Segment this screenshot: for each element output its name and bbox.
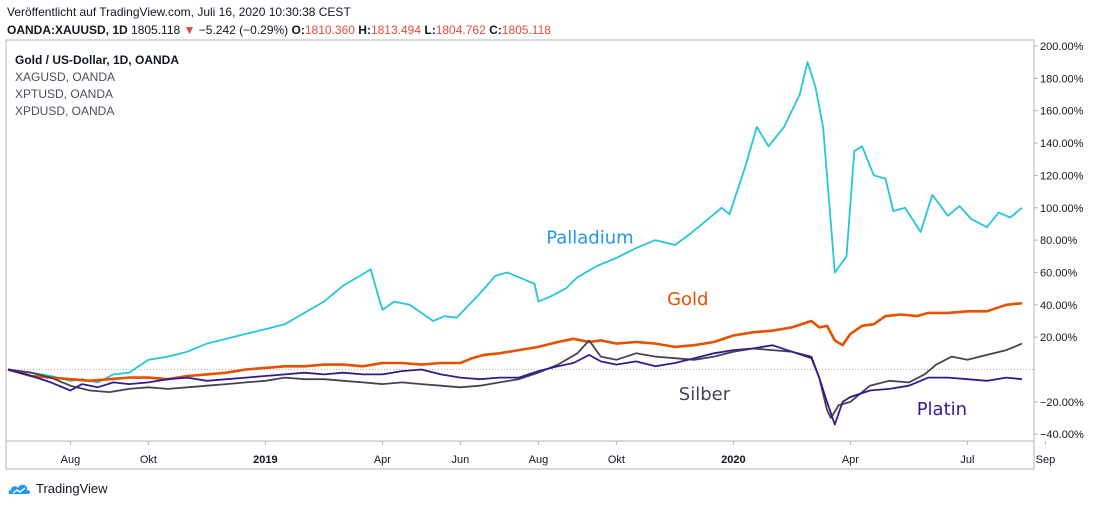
series-label-platin: Platin [917,399,967,420]
x-tick-label: Apr [374,454,391,466]
series-line-palladium [7,61,1023,384]
legend-xpdusd[interactable]: XPDUSD, OANDA [15,104,115,118]
legend-xptusd[interactable]: XPTUSD, OANDA [15,87,114,101]
plot-area: Palladium Gold Silber Platin [7,61,1023,426]
y-tick-label: −20.00% [1040,397,1084,409]
x-tick-label: Jun [452,454,470,466]
tradingview-logo-icon [8,484,31,494]
x-tick-label: Jul [960,454,974,466]
y-tick-label: 60.00% [1040,267,1078,279]
symbol-bar: OANDA:XAUUSD, 1D 1805.118 ▼ −5.242 (−0.2… [7,23,551,37]
chart-frame [5,39,1035,470]
last-price: 1805.118 [131,23,181,37]
zero-marker [1035,362,1093,377]
x-tick-label: Aug [61,454,81,466]
symbol-name: OANDA:XAUUSD, 1D [7,23,128,37]
y-tick-label: −40.00% [1040,429,1084,441]
x-tick-label: Sep [1036,454,1056,466]
brand-label: TradingView [36,481,108,496]
series-label-gold: Gold [667,289,708,310]
y-tick-label: 20.00% [1040,332,1078,344]
close-label: C: [489,23,502,37]
legend-gold[interactable]: Gold / US-Dollar, 1D, OANDA [15,53,180,67]
open-label: O: [291,23,305,37]
open-value: 1810.360 [304,23,355,37]
x-tick-label: Apr [842,454,859,466]
close-value: 1805.118 [501,23,551,37]
y-tick-label: 140.00% [1040,138,1084,150]
y-tick-label: 180.00% [1040,73,1084,85]
series-label-label_palladium: Palladium [546,227,633,248]
series-label-silver: Silber [679,384,731,405]
x-tick-label: Okt [140,454,157,466]
y-tick-label: 120.00% [1040,170,1084,182]
legend-xagusd[interactable]: XAGUSD, OANDA [15,70,116,84]
y-tick-label: 160.00% [1040,106,1084,118]
x-tick-label: Okt [608,454,625,466]
published-info: Veröffentlicht auf TradingView.com, Juli… [7,5,351,19]
x-tick-label: 2020 [721,454,745,466]
x-tick-label: Aug [529,454,549,466]
grid [5,39,1035,470]
low-value: 1804.762 [435,23,486,37]
x-tick-label: 2019 [253,454,277,466]
tradingview-brand[interactable]: TradingView [8,481,108,496]
y-tick-label: 40.00% [1040,300,1078,312]
series-line-platin [7,344,1023,426]
y-tick-label: 80.00% [1040,235,1078,247]
high-value: 1813.494 [370,23,422,37]
high-label: H: [358,23,371,37]
series-line-gold [7,301,1023,383]
price-change: −5.242 (−0.29%) [198,23,289,37]
y-tick-label: 100.00% [1040,203,1084,215]
low-label: L: [424,23,436,37]
down-arrow-icon: ▼ [183,23,196,37]
axes: 200.00% 180.00% 160.00% 140.00% 120.00% 100.0… [61,41,1093,466]
y-tick-label: 200.00% [1040,41,1084,53]
